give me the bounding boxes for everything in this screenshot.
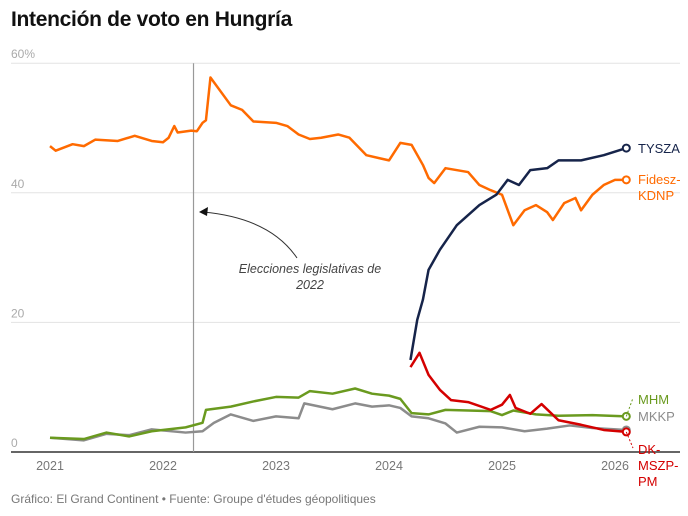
label-leader	[625, 431, 634, 449]
x-tick-label: 2026	[601, 459, 629, 473]
series-end-marker	[621, 175, 631, 185]
chart-footer: Gráfico: El Grand Continent • Fuente: Gr…	[11, 492, 376, 506]
series-line-fidesz-kdnp	[49, 76, 627, 227]
y-tick-label: 60%	[11, 47, 35, 61]
annotation-arrow	[202, 211, 298, 259]
x-tick-label: 2023	[262, 459, 290, 473]
series-line-mhm	[49, 387, 627, 441]
series-label: MSZP-	[638, 458, 678, 473]
series-label: Fidesz-	[638, 172, 681, 187]
arrowhead-icon	[199, 207, 208, 216]
label-leader	[625, 397, 634, 417]
series-label: MHM	[638, 392, 669, 407]
chart-title: Intención de voto en Hungría	[11, 8, 292, 31]
series-line-dk-mszp-pm	[409, 351, 627, 434]
series-label: TYSZA	[638, 141, 680, 156]
series-label: DK-	[638, 442, 660, 457]
x-tick-label: 2024	[375, 459, 403, 473]
y-tick-label: 0	[11, 436, 18, 450]
x-tick-label: 2021	[36, 459, 64, 473]
series-label: KDNP	[638, 188, 674, 203]
y-tick-label: 20	[11, 306, 25, 320]
series-line-mkkp	[49, 402, 627, 442]
series-line-tysza	[409, 146, 627, 361]
x-tick-label: 2022	[149, 459, 177, 473]
series-label: PM	[638, 474, 658, 489]
series-label: MKKP	[638, 409, 675, 424]
x-tick-label: 2025	[488, 459, 516, 473]
y-tick-label: 40	[11, 177, 25, 191]
annotation-text: Elecciones legislativas de	[239, 262, 381, 276]
series-end-marker	[621, 143, 631, 153]
annotation-text: 2022	[295, 278, 324, 292]
